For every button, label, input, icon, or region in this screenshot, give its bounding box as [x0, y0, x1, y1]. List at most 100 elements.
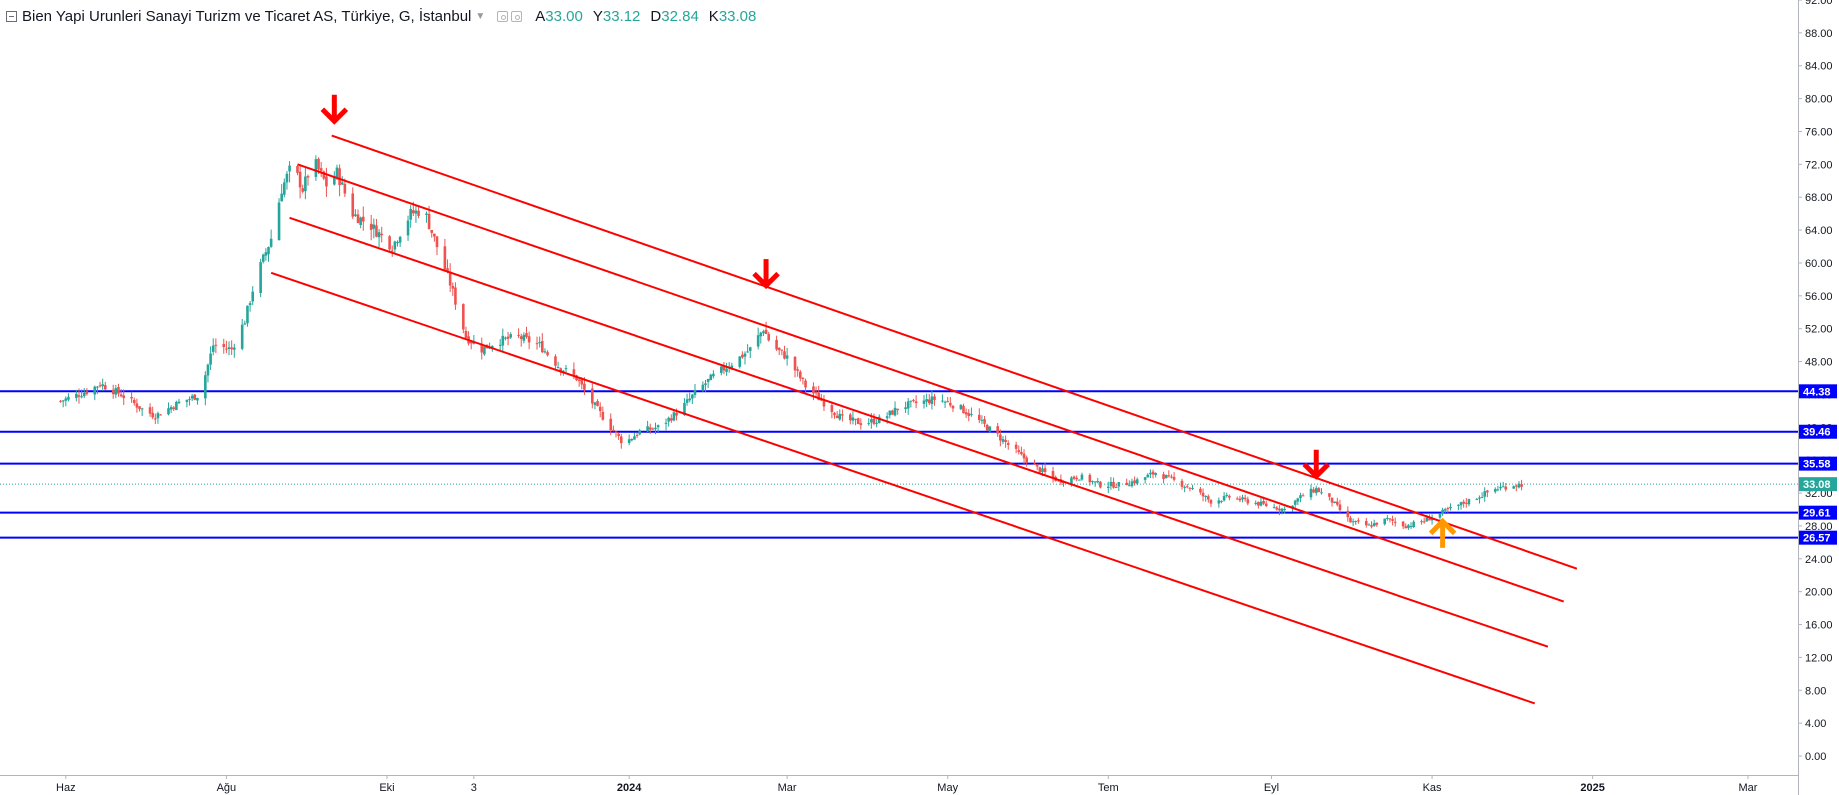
candle-body: [564, 368, 568, 370]
candle-body: [1243, 497, 1247, 500]
candle-body: [841, 414, 844, 416]
candle-body: [1367, 524, 1371, 526]
candle-body: [577, 379, 581, 381]
candle-body: [451, 285, 455, 289]
candle-body: [1099, 481, 1102, 488]
candle-body: [319, 168, 323, 171]
candle-body: [1093, 481, 1097, 483]
candle-body: [1201, 492, 1205, 497]
candle-body: [925, 399, 928, 402]
candle-body: [414, 210, 418, 214]
candle-body: [785, 355, 789, 359]
candle-body: [1246, 499, 1250, 504]
level-price-label: 44.38: [1803, 386, 1831, 398]
candle-body: [1164, 474, 1168, 479]
candle-body: [1328, 493, 1331, 497]
candle-body: [261, 254, 265, 262]
candle-body: [296, 165, 299, 173]
level-price-label: 35.58: [1803, 459, 1831, 471]
candle-body: [914, 401, 918, 404]
candle-body: [1078, 479, 1081, 481]
candle-body: [985, 424, 989, 431]
candle-body: [304, 176, 307, 192]
candle-body: [225, 348, 228, 350]
candle-body: [240, 324, 244, 349]
candle-body: [609, 418, 613, 431]
candle-body: [1512, 486, 1515, 489]
candle-body: [1478, 497, 1481, 499]
candle-body: [1314, 488, 1318, 493]
candle-body: [483, 346, 486, 355]
candle-body: [648, 427, 652, 430]
candle-body: [417, 210, 420, 216]
candle-body: [433, 233, 436, 237]
candle-body: [1412, 521, 1415, 528]
candle-body: [738, 356, 742, 367]
candle-body: [706, 379, 710, 382]
candle-body: [188, 398, 191, 400]
channel-trend-line: [289, 216, 1549, 648]
candle-body: [559, 368, 563, 372]
candle-body: [443, 246, 447, 270]
candle-body: [1167, 475, 1171, 477]
candle-body: [1041, 468, 1044, 472]
candle-body: [85, 391, 89, 394]
candle-body: [977, 414, 981, 421]
candle-body: [1351, 521, 1355, 523]
candle-body: [1017, 450, 1021, 453]
candle-body: [1372, 523, 1376, 527]
candle-body: [1275, 507, 1279, 510]
candle-body: [1425, 517, 1429, 522]
candle-body: [506, 336, 510, 339]
candle-body: [222, 343, 226, 348]
candle-body: [148, 407, 152, 414]
candle-body: [964, 412, 968, 415]
candle-body: [1257, 502, 1260, 506]
chevron-down-icon[interactable]: ▼: [475, 10, 486, 22]
candle-body: [1404, 526, 1408, 529]
collapse-icon[interactable]: [6, 10, 17, 22]
candle-body: [970, 414, 973, 416]
candle-body: [796, 369, 799, 371]
candle-body: [111, 389, 115, 395]
y-tick-label: 56.00: [1805, 291, 1833, 303]
candle-body: [525, 333, 528, 337]
y-tick-label: 60.00: [1805, 258, 1833, 270]
candle-body: [175, 401, 178, 411]
candle-body: [1422, 521, 1426, 523]
candle-body: [1259, 501, 1263, 506]
candle-body: [151, 412, 154, 418]
level-price-label-bg: [1799, 384, 1837, 399]
candle-body: [446, 268, 449, 272]
candle-body: [1428, 518, 1431, 521]
y-tick-label: 84.00: [1805, 61, 1833, 73]
settings-icon[interactable]: [511, 10, 523, 22]
candle-body: [941, 400, 944, 402]
candle-body: [612, 429, 615, 431]
candle-body: [601, 411, 605, 420]
candle-body: [1336, 501, 1339, 505]
candle-body: [277, 202, 281, 241]
candle-body: [114, 388, 118, 395]
candle-body: [943, 401, 947, 403]
x-tick-label: Mar: [778, 782, 797, 794]
candle-body: [1043, 468, 1047, 473]
candle-body: [1483, 491, 1487, 497]
candle-body: [762, 331, 765, 334]
candle-body: [354, 214, 357, 216]
candle-body: [338, 168, 341, 186]
candle-body: [377, 232, 381, 238]
last-price-label: 33.08: [1803, 479, 1831, 491]
open-label: A: [535, 7, 546, 25]
candle-body: [967, 413, 971, 417]
candle-body: [580, 379, 584, 385]
symbol-title[interactable]: Bien Yapi Urunleri Sanayi Turizm ve Tica…: [22, 7, 472, 25]
candle-body: [372, 224, 376, 229]
candle-body: [96, 386, 99, 388]
candle-body: [1383, 518, 1386, 525]
arrow-down-icon: [1302, 449, 1331, 480]
eye-icon[interactable]: [497, 10, 509, 22]
candle-body: [767, 333, 770, 341]
candle-body: [1338, 504, 1342, 511]
